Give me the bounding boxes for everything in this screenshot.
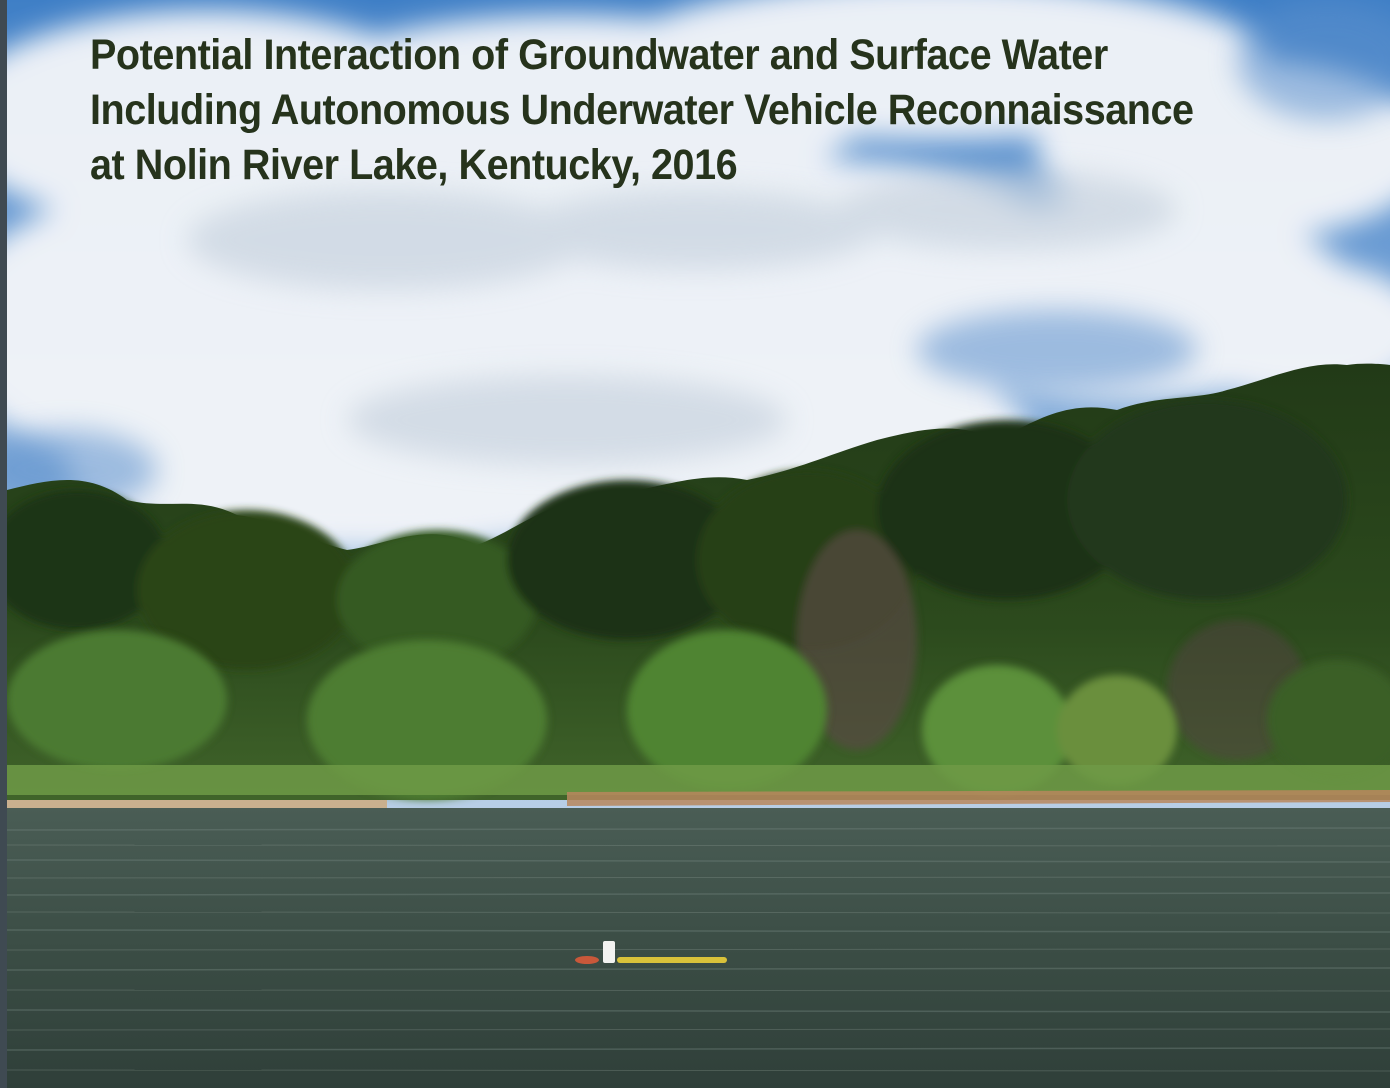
forested-shoreline xyxy=(7,363,1390,812)
report-title-line-3: at Nolin River Lake, Kentucky, 2016 xyxy=(90,141,738,189)
lake-shoreline-photo xyxy=(7,0,1390,1088)
lake-water xyxy=(7,808,1390,1088)
autonomous-underwater-vehicle xyxy=(575,941,727,964)
cover-edge-bar xyxy=(0,0,7,1088)
report-title: Potential Interaction of Groundwater and… xyxy=(90,28,1249,193)
report-title-line-2: Including Autonomous Underwater Vehicle … xyxy=(90,86,1194,134)
report-title-line-1: Potential Interaction of Groundwater and… xyxy=(90,31,1108,79)
sky-with-clouds xyxy=(7,0,1390,820)
